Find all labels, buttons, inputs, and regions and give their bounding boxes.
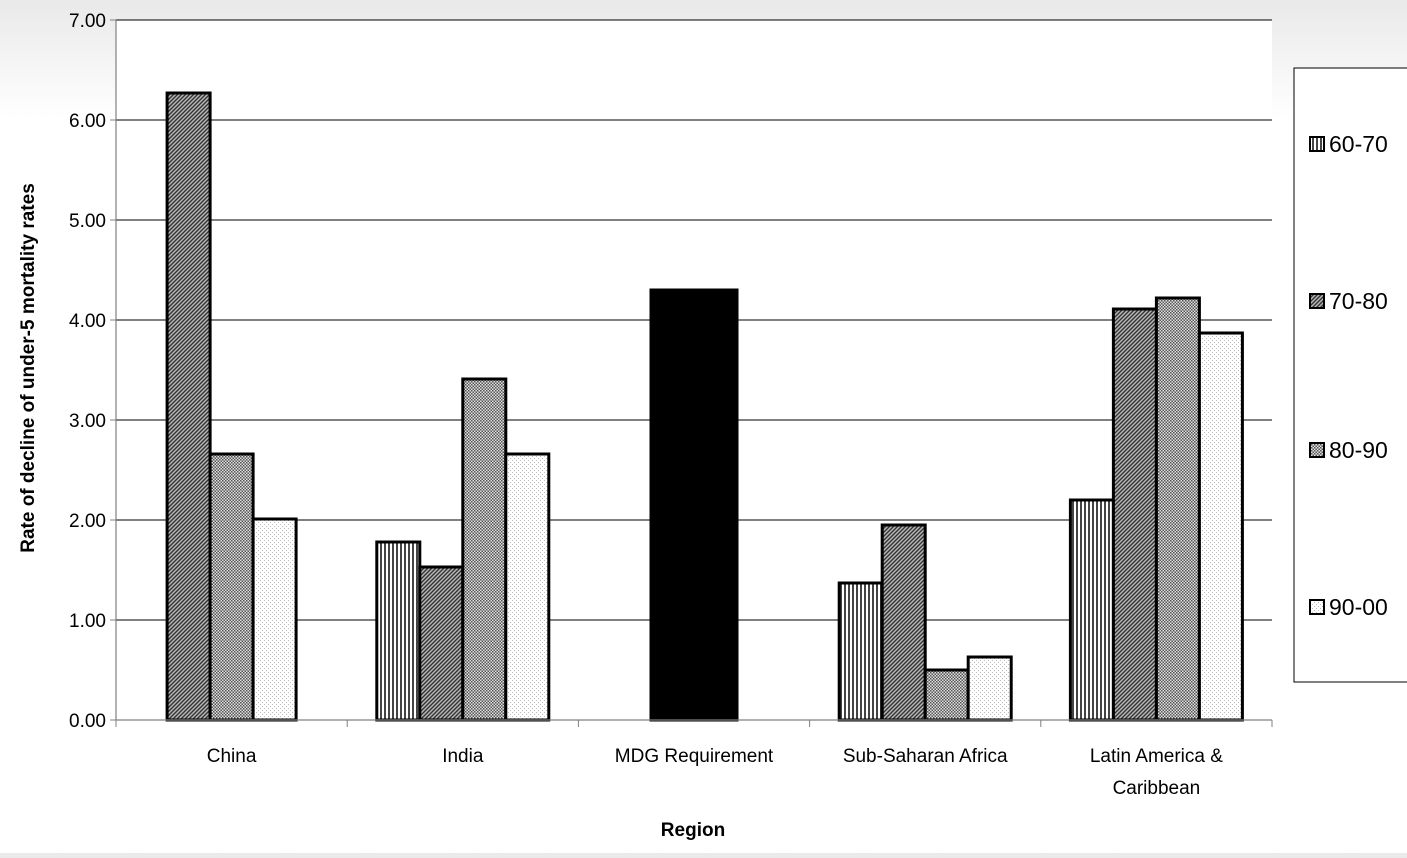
- bar-80-90-1: [461, 377, 508, 722]
- legend-swatch-70-80: [1309, 293, 1325, 309]
- bar-90-00-1: [504, 452, 551, 722]
- y-tick-label: 3.00: [69, 411, 106, 432]
- legend-swatch-90-00: [1309, 599, 1325, 615]
- bar-60-70-4: [1068, 498, 1115, 722]
- bar-90-00-4: [1197, 331, 1244, 722]
- x-tick-label: China: [207, 746, 257, 767]
- y-tick-label: 2.00: [69, 511, 106, 532]
- x-axis-title: Region: [661, 820, 725, 841]
- bar-80-90-3: [923, 668, 970, 722]
- x-tick-label: Sub-Saharan Africa: [843, 746, 1008, 767]
- y-tick-label: 1.00: [69, 611, 106, 632]
- bar-70-80-1: [418, 565, 465, 722]
- y-tick-labels: 0.00 1.00 2.00 3.00 4.00 5.00 6.00 7.00: [69, 11, 106, 732]
- bar-70-80-3: [880, 523, 927, 722]
- legend-swatch-60-70: [1309, 136, 1325, 152]
- y-tick-label: 0.00: [69, 711, 106, 732]
- y-tick-label: 4.00: [69, 311, 106, 332]
- x-tick-label: Latin America & Caribbean: [1090, 746, 1223, 799]
- x-tick-label: MDG Requirement: [615, 746, 774, 767]
- bar-90-00-3: [966, 655, 1013, 722]
- bar-60-70-2: [649, 288, 696, 722]
- axes: [110, 19, 1273, 727]
- legend-swatch-80-90: [1309, 442, 1325, 458]
- bar-70-80-0: [165, 91, 212, 722]
- legend-label-80-90: 80-90: [1329, 437, 1388, 463]
- bar-80-90-0: [208, 452, 255, 722]
- legend-label-70-80: 70-80: [1329, 288, 1388, 314]
- y-tick-label: 5.00: [69, 211, 106, 232]
- bar-80-90-4: [1154, 296, 1201, 722]
- bar-60-70-1: [375, 540, 422, 722]
- y-tick-label: 6.00: [69, 111, 106, 132]
- bar-70-80-2: [692, 288, 739, 722]
- x-tick-labels: China India MDG Requirement Sub-Saharan Afr…: [207, 746, 1223, 799]
- legend-label-60-70: 60-70: [1329, 131, 1388, 157]
- y-tick-label: 7.00: [69, 11, 106, 32]
- legend: 60-70 70-80 80-90 90-00: [1293, 67, 1407, 683]
- x-tick-label: India: [442, 746, 484, 767]
- legend-box: [1293, 67, 1407, 683]
- bar-90-00-0: [251, 517, 298, 722]
- y-axis-title: Rate of decline of under-5 mortality rat…: [18, 183, 39, 553]
- bar-60-70-3: [837, 581, 884, 722]
- legend-label-90-00: 90-00: [1329, 594, 1388, 620]
- bar-70-80-4: [1111, 307, 1158, 722]
